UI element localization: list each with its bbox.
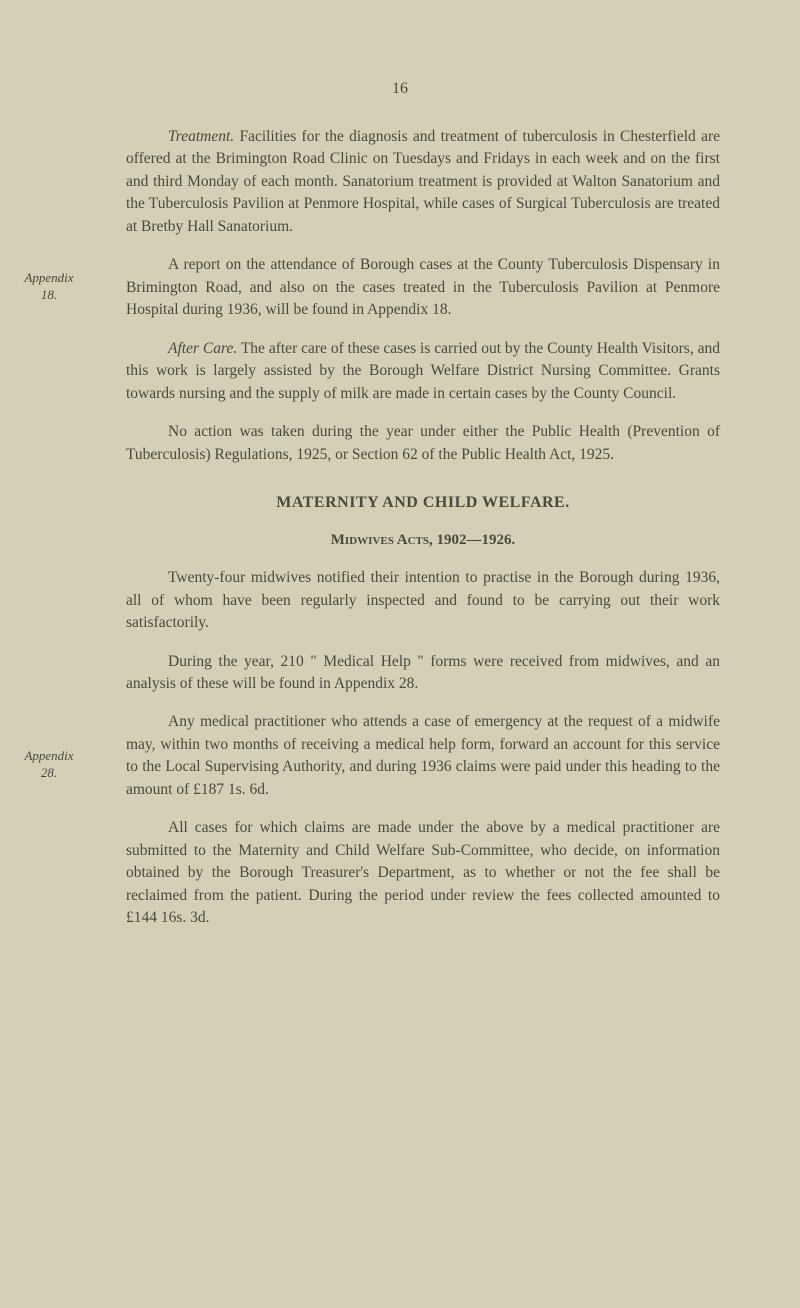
document-content: Treatment. Facilities for the diagnosis … (70, 126, 730, 930)
paragraph-claims: All cases for which claims are made unde… (126, 817, 720, 929)
page-number: 16 (70, 80, 730, 98)
paragraph-treatment: Treatment. Facilities for the diagnosis … (126, 126, 720, 238)
paragraph-noaction: No action was taken during the year unde… (126, 421, 720, 466)
lead-treatment: Treatment. (168, 128, 234, 145)
lead-aftercare: After Care. (168, 340, 237, 357)
paragraph-midwives-notified: Twenty-four midwives notified their inte… (126, 567, 720, 634)
paragraph-report: A report on the attendance of Borough ca… (126, 254, 720, 321)
section-heading-maternity: MATERNITY AND CHILD WELFARE. (126, 494, 720, 512)
paragraph-medical-help-forms: During the year, 210 " Medical Help " fo… (126, 651, 720, 696)
sub-heading-midwives: Midwives Acts, 1902—1926. (126, 532, 720, 549)
paragraph-aftercare: After Care. The after care of these case… (126, 338, 720, 405)
paragraph-emergency: Any medical practitioner who attends a c… (126, 711, 720, 801)
margin-note-appendix-18: Appendix 18. (20, 270, 78, 304)
margin-note-appendix-28: Appendix 28. (20, 748, 78, 782)
